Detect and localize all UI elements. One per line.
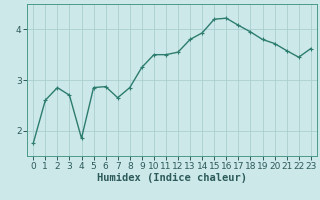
X-axis label: Humidex (Indice chaleur): Humidex (Indice chaleur) [97, 173, 247, 183]
